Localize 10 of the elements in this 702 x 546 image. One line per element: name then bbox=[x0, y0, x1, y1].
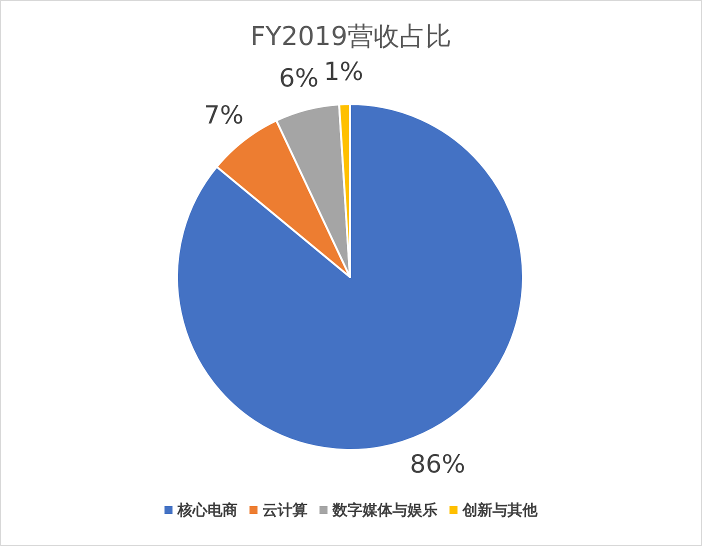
data-label: 6% bbox=[278, 64, 319, 93]
chart-title: FY2019营收占比 bbox=[250, 22, 452, 52]
data-label: 1% bbox=[324, 57, 364, 86]
pie-slice bbox=[176, 103, 524, 451]
legend-label: 核心电商 bbox=[176, 501, 238, 519]
data-label: 7% bbox=[204, 100, 244, 130]
legend-label: 创新与其他 bbox=[462, 501, 538, 519]
legend-label: 云计算 bbox=[262, 501, 308, 519]
data-label: 86% bbox=[410, 449, 466, 478]
legend-label: 数字媒体与娱乐 bbox=[332, 501, 438, 519]
